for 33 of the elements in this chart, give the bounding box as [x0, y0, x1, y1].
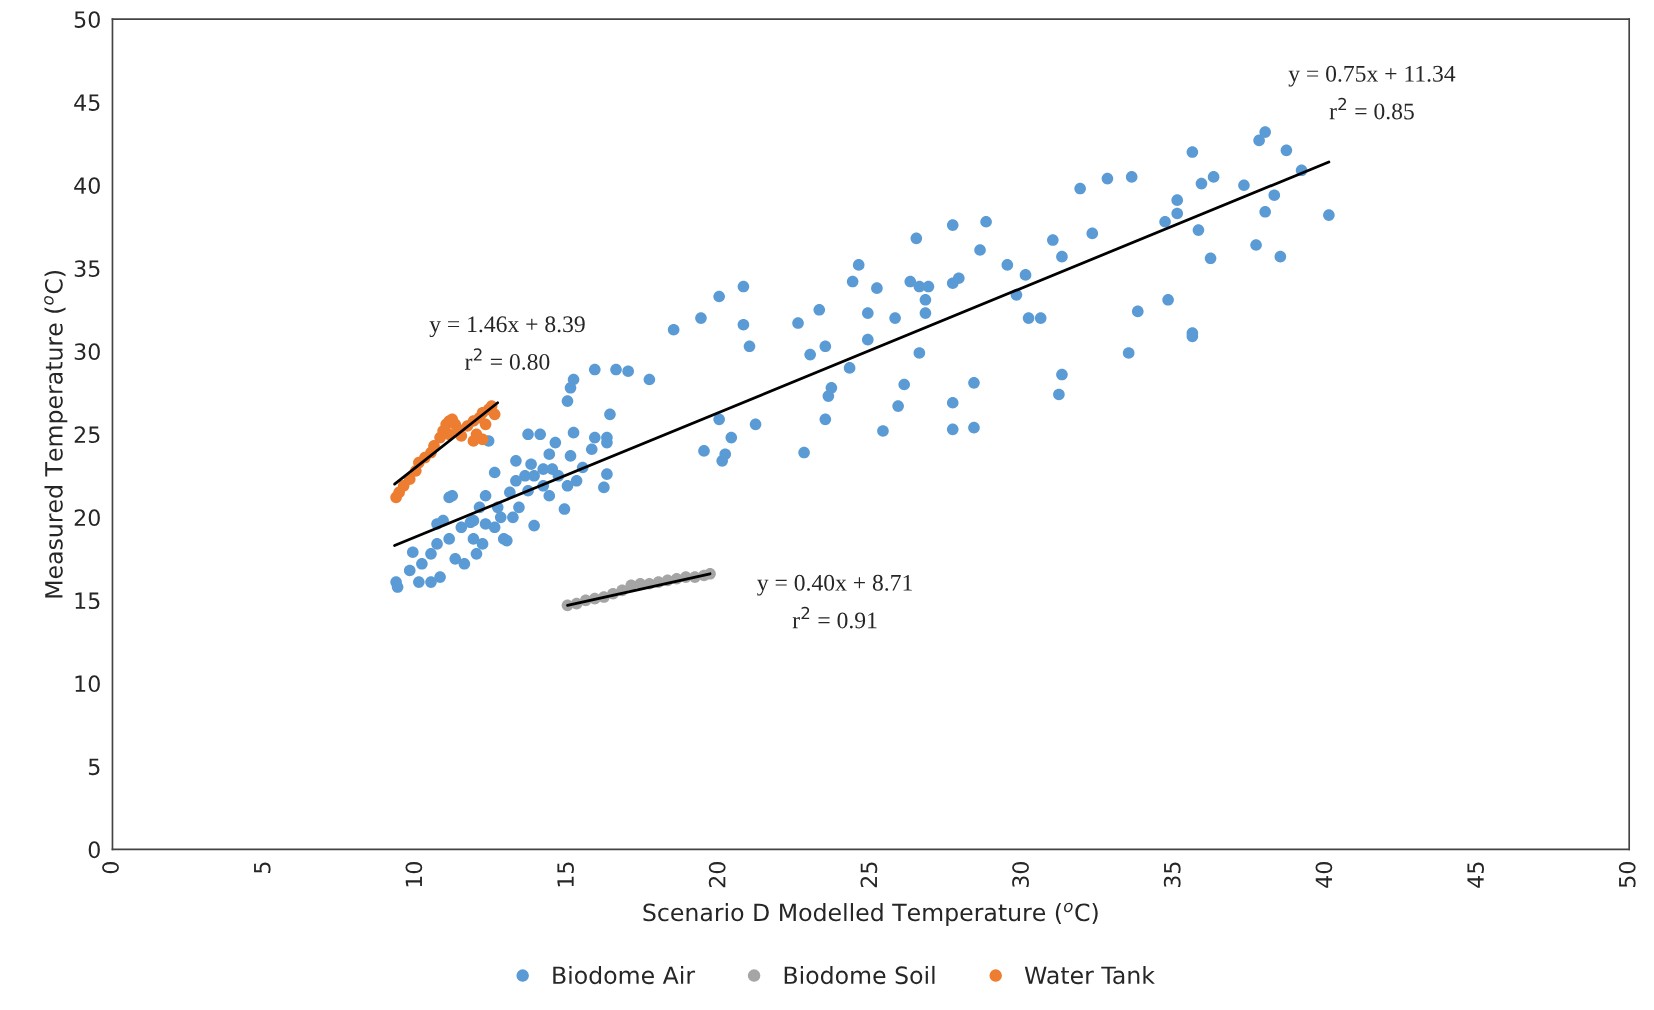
- legend-label: Water Tank: [1024, 965, 1155, 985]
- x-tick-label: 0: [102, 862, 119, 874]
- annotation: y = 0.75x + 11.34: [1288, 65, 1456, 87]
- y-tick-label: 20: [74, 509, 100, 527]
- x-tick-label: 35: [1163, 862, 1181, 888]
- y-tick-label: 5: [88, 758, 100, 776]
- x-tick-label: 20: [708, 862, 726, 888]
- x-tick-label: 5: [254, 862, 271, 873]
- y-tick-label: 35: [74, 260, 100, 278]
- x-tick-label: 15: [557, 862, 574, 887]
- x-tick-label: 30: [1012, 862, 1029, 888]
- legend-label: Biodome Air: [553, 965, 696, 985]
- y-tick-label: 50: [74, 11, 100, 28]
- annotation: y = 0.40x + 8.71: [757, 574, 912, 596]
- annotation: y = 1.46x + 8.39: [429, 316, 585, 338]
- y-tick-label: 30: [74, 343, 100, 361]
- y-tick-label: 0: [88, 841, 100, 859]
- x-tick-label: 40: [1315, 862, 1333, 888]
- y-tick-label: 15: [75, 592, 100, 610]
- x-tick-label: 45: [1467, 862, 1484, 888]
- x-axis-title: Scenario D Modelled Temperature ($^{o}$C): [643, 902, 1098, 926]
- annotation: r$^{2}$ = 0.85: [1329, 97, 1414, 120]
- y-tick-label: 40: [74, 177, 100, 194]
- y-tick-label: 10: [75, 675, 100, 693]
- legend-label: Biodome Soil: [784, 965, 935, 985]
- x-tick-label: 25: [860, 862, 878, 888]
- y-tick-label: 45: [74, 94, 100, 111]
- annotation: r$^{2}$ = 0.91: [792, 606, 877, 629]
- y-tick-label: 25: [74, 426, 100, 444]
- x-tick-label: 50: [1618, 862, 1636, 888]
- annotation: r$^{2}$ = 0.80: [465, 348, 550, 370]
- y-axis-title: Measured Temperature ($^{o}$C): [44, 270, 68, 598]
- x-tick-label: 10: [405, 862, 423, 887]
